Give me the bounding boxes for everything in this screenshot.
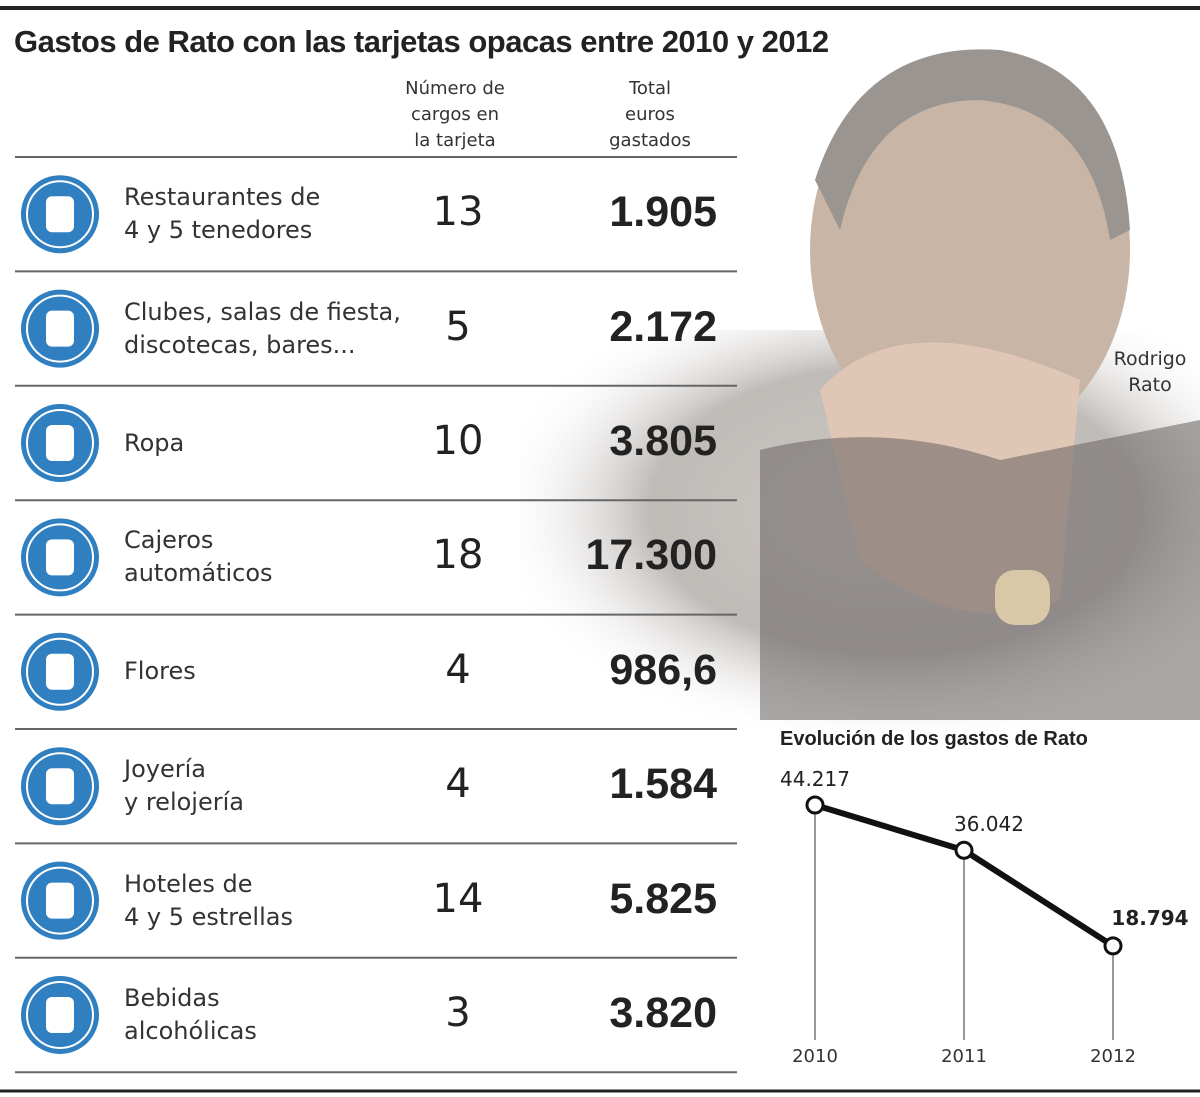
column-header: Total euros gastados: [609, 78, 691, 151]
charge-count: 4: [445, 761, 471, 808]
row-icon-ring: [26, 180, 94, 249]
row-icon-glyph: [46, 196, 74, 233]
row-icon-ring: [26, 409, 94, 477]
row-label: Bebidas alcohólicas: [124, 984, 257, 1045]
row-label: Ropa: [124, 428, 185, 457]
row-icon-ring: [26, 294, 94, 363]
x-tick-label: 2010: [792, 1046, 838, 1067]
column-header: Número de cargos en la tarjeta: [405, 78, 505, 151]
charge-count: 10: [432, 418, 484, 464]
row-icon-glyph: [46, 539, 74, 576]
charge-count: 4: [445, 646, 471, 693]
x-tick-label: 2012: [1090, 1046, 1136, 1067]
row-icon-ring: [26, 981, 94, 1049]
value-label: 44.217: [780, 767, 850, 791]
charge-count: 5: [445, 303, 471, 350]
charge-count: 14: [432, 875, 484, 922]
row-label: Restaurantes de 4 y 5 tenedores: [124, 183, 321, 245]
euro-total: 5.825: [609, 874, 717, 923]
euro-total: 1.584: [609, 760, 717, 809]
value-label: 18.794: [1111, 905, 1189, 930]
euro-total: 17.300: [585, 531, 717, 580]
row-label: Clubes, salas de fiesta, discotecas, bar…: [124, 297, 401, 359]
photo: [520, 49, 1200, 730]
euro-total: 3.820: [609, 989, 717, 1037]
point: [1103, 936, 1123, 956]
row-icon-glyph: [46, 425, 74, 461]
point: [954, 840, 974, 860]
euro-total: 3.805: [609, 417, 717, 465]
row-label: Joyería y relojería: [124, 755, 244, 817]
value-label: 36.042: [954, 812, 1024, 837]
euro-total: 1.905: [609, 188, 717, 237]
row-icon-glyph: [46, 768, 74, 805]
row-icon-glyph: [46, 653, 74, 690]
charge-count: 3: [445, 990, 471, 1036]
charge-count: 18: [432, 532, 484, 579]
charge-count: 13: [432, 189, 484, 236]
row-icon-ring: [26, 523, 94, 592]
row-icon-glyph: [46, 310, 74, 347]
x-tick-label: 2011: [941, 1046, 987, 1067]
row-label: Flores: [124, 657, 196, 686]
row-icon-ring: [26, 752, 94, 821]
row-icon-ring: [26, 866, 94, 935]
point: [805, 795, 825, 815]
euro-total: 2.172: [609, 302, 717, 351]
title: Gastos de Rato con las tarjetas opacas e…: [14, 24, 829, 59]
chart-title: Evolución de los gastos de Rato: [780, 728, 1088, 750]
row-icon-glyph: [46, 997, 74, 1033]
euro-total: 986,6: [609, 645, 717, 694]
row-label: Hoteles de 4 y 5 estrellas: [124, 869, 293, 931]
row-icon-ring: [26, 637, 94, 706]
row-icon-glyph: [46, 882, 74, 919]
photo-caption: Rodrigo Rato: [1113, 348, 1187, 396]
row-label: Cajeros automáticos: [124, 526, 273, 588]
